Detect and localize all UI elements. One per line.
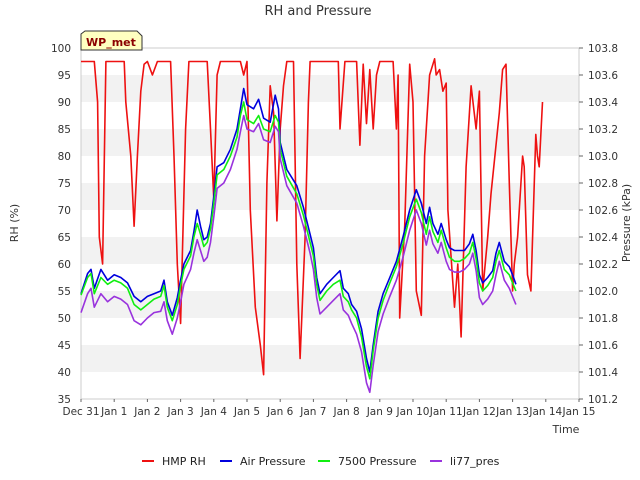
- y-right-tick-label: 103.0: [588, 151, 618, 163]
- y-right-tick-label: 102.8: [588, 178, 618, 190]
- y-right-tick-label: 102.6: [588, 205, 618, 217]
- series-line-li77-pres: [80, 114, 517, 394]
- x-tick-label: Jan 8: [332, 406, 359, 418]
- y-left-tick-label: 90: [58, 97, 71, 109]
- y-left-tick-label: 95: [58, 70, 71, 82]
- y-left-tick-label: 45: [58, 340, 71, 352]
- y-right-tick-label: 101.4: [588, 367, 618, 379]
- y-left-tick-label: 100: [51, 43, 71, 55]
- grid-band: [81, 129, 579, 156]
- series-line-hmp-rh: [81, 58, 544, 376]
- station-badge: WP_met: [80, 30, 143, 51]
- y-right-tick-label: 102.4: [588, 232, 618, 244]
- chart-title: RH and Pressure: [264, 4, 371, 19]
- y-axis-label-left: RH (%): [8, 204, 21, 242]
- x-tick-label: Jan 11: [429, 406, 463, 418]
- x-tick-label: Jan 10: [396, 406, 430, 418]
- y-left-tick-label: 55: [58, 286, 71, 298]
- x-tick-label: Jan 2: [133, 406, 160, 418]
- series-lines: [80, 58, 544, 394]
- y-left-tick-label: 65: [58, 232, 71, 244]
- y-left-tick-label: 75: [58, 178, 71, 190]
- y-right-tick-label: 103.2: [588, 124, 618, 136]
- y-right-tick-label: 101.6: [588, 340, 618, 352]
- grid-band: [81, 345, 579, 372]
- y-left-tick-label: 40: [58, 367, 71, 379]
- x-axis-label: Time: [552, 423, 580, 436]
- x-tick-label: Jan 3: [166, 406, 193, 418]
- y-left-tick-label: 70: [58, 205, 71, 217]
- y-right-tick-label: 102.2: [588, 259, 618, 271]
- y-left-tick-label: 80: [58, 151, 71, 163]
- plot-frame: [80, 47, 580, 400]
- x-tick-label: Jan 4: [200, 406, 228, 418]
- y-right-tick-label: 103.8: [588, 43, 618, 55]
- y-right-tick-label: 101.8: [588, 313, 618, 325]
- right-y-axis: 101.2 101.4 101.6 101.8 102.0 102.2 102.4 102.6…: [579, 43, 618, 406]
- x-tick-label: Jan 9: [366, 406, 393, 418]
- station-badge-label: WP_met: [86, 36, 136, 49]
- legend-label: HMP RH: [162, 455, 206, 468]
- grid-band: [81, 183, 579, 210]
- x-tick-label: Dec 31: [62, 406, 99, 418]
- legend-label: Air Pressure: [240, 455, 306, 468]
- x-axis: Dec 31 Jan 1 Jan 2 Jan 3 Jan 4 Jan 5 Jan 6 Jan …: [62, 399, 595, 418]
- y-right-tick-label: 103.4: [588, 97, 618, 109]
- x-tick-label: Jan 6: [266, 406, 294, 418]
- y-right-tick-label: 103.6: [588, 70, 618, 82]
- x-tick-label: Jan 7: [299, 406, 326, 418]
- legend-label: li77_pres: [450, 455, 500, 468]
- legend-label: 7500 Pressure: [338, 455, 417, 468]
- series-line-7500-pressure: [80, 101, 517, 380]
- x-tick-label: Jan 12: [462, 406, 496, 418]
- x-tick-label: Jan 14: [528, 406, 562, 418]
- grid-band: [81, 75, 579, 102]
- y-right-tick-label: 101.2: [588, 394, 618, 406]
- left-y-axis: 35 40 45 50 55 60 65 70 75 80 85 90 95 100: [51, 43, 71, 406]
- legend: HMP RH Air Pressure 7500 Pressure li77_pres: [142, 455, 500, 468]
- y-left-tick-label: 60: [58, 259, 71, 271]
- x-tick-label: Jan 15: [562, 406, 596, 418]
- y-left-tick-label: 35: [58, 394, 71, 406]
- x-tick-label: Jan 13: [495, 406, 529, 418]
- x-tick-label: Jan 5: [233, 406, 260, 418]
- x-tick-label: Jan 1: [100, 406, 127, 418]
- y-left-tick-label: 85: [58, 124, 71, 136]
- y-left-tick-label: 50: [58, 313, 71, 325]
- y-right-tick-label: 102.0: [588, 286, 618, 298]
- y-axis-label-right: Pressure (kPa): [620, 184, 633, 262]
- series-line-air-pressure: [80, 87, 517, 373]
- grid-bands: [81, 75, 579, 372]
